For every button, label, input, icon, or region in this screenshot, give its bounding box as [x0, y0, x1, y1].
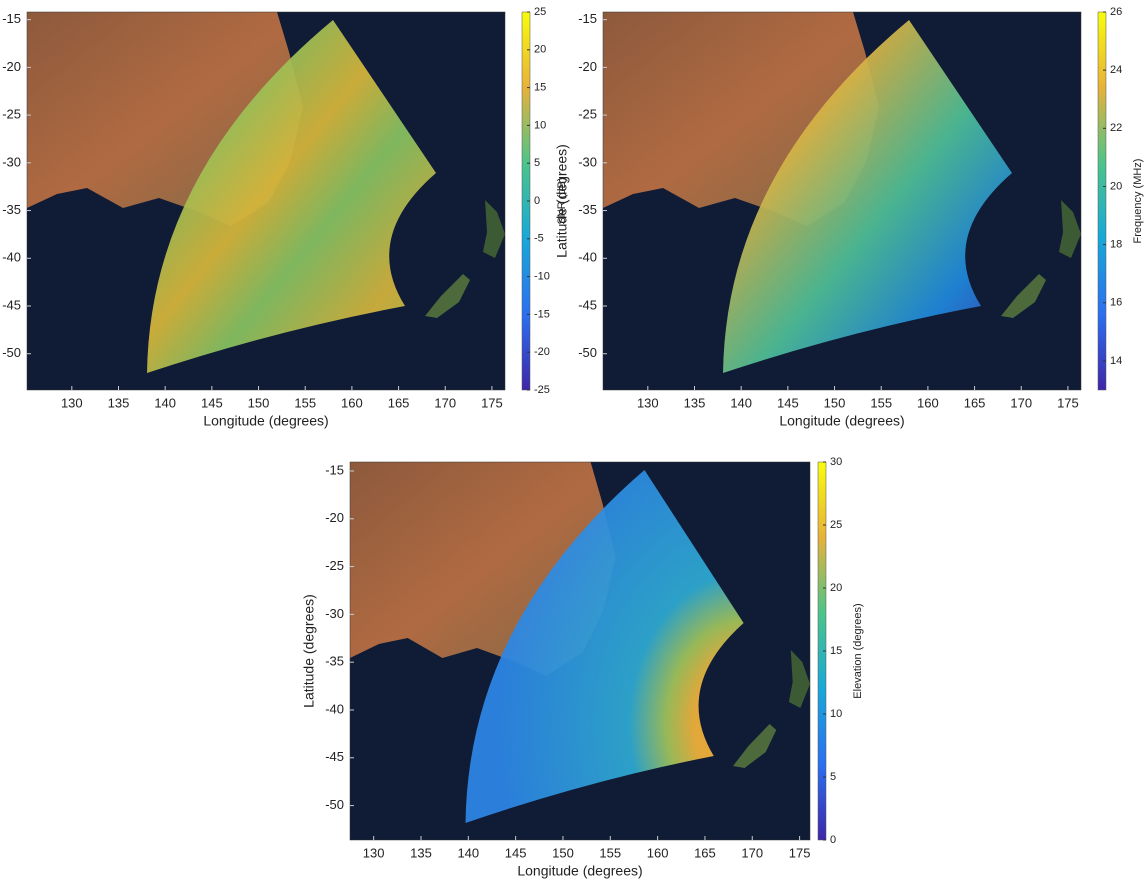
colorbar-tick-label: -10 [534, 271, 550, 283]
colorbar-tick-label: 16 [1110, 297, 1122, 309]
y-tick-label: -25 [2, 107, 21, 122]
colorbar-tick-label: 14 [1110, 355, 1122, 367]
y-tick-label: -30 [578, 154, 597, 169]
colorbar-scale [1098, 12, 1106, 390]
y-tick-label: -15 [578, 11, 597, 26]
colorbar-tick-label: 20 [830, 582, 842, 594]
colorbar-tick-label: 15 [830, 645, 842, 657]
colorbar-tick-label: 30 [830, 456, 842, 468]
x-tick-label: 150 [824, 395, 846, 410]
x-tick-label: 170 [741, 845, 763, 860]
colorbar-tick-label: -5 [534, 233, 544, 245]
x-tick-label: 175 [481, 395, 503, 410]
colorbar-tick-label: 0 [830, 834, 836, 846]
colorbar-label: Elevation (degrees) [852, 603, 864, 698]
colorbar-tick-label: 20 [1110, 180, 1122, 192]
x-tick-label: 175 [1057, 395, 1079, 410]
map-panel: 130 135 140 145 150 155 160 165 170 175 -50 -45 -40 -… [0, 11, 505, 429]
x-tick-label: 165 [694, 845, 716, 860]
colorbar-tick-label: -20 [534, 346, 550, 358]
x-tick-label: 155 [599, 845, 621, 860]
y-tick-label: -50 [2, 345, 21, 360]
x-tick-label: 130 [363, 845, 385, 860]
colorbar: 14 16 18 20 22 24 26 Frequency (MHz) [1098, 6, 1144, 390]
x-tick-label: 155 [294, 395, 316, 410]
x-axis-label: Longitude (degrees) [779, 413, 904, 429]
y-tick-label: -30 [325, 606, 344, 621]
y-tick-label: -15 [2, 11, 21, 26]
x-tick-label: 170 [1010, 395, 1032, 410]
x-tick-label: 135 [410, 845, 432, 860]
colorbar-label: Frequency (MHz) [1132, 159, 1144, 244]
x-axis-label: Longitude (degrees) [203, 413, 328, 429]
map-panel: 130 135 140 145 150 155 160 165 170 175 -50 -45 -40 -… [301, 462, 811, 879]
colorbar-tick-label: 26 [1110, 6, 1122, 18]
colorbar-tick-label: 24 [1110, 64, 1122, 76]
colorbar-tick-label: 0 [534, 195, 540, 207]
colorbar-tick-label: 20 [534, 44, 546, 56]
y-axis-label: Latitude (degrees) [301, 594, 317, 708]
x-tick-label: 130 [61, 395, 83, 410]
colorbar-tick-label: 5 [534, 157, 540, 169]
y-tick-label: -40 [578, 250, 597, 265]
colorbar-tick-label: 18 [1110, 239, 1122, 251]
x-tick-label: 170 [434, 395, 456, 410]
y-tick-label: -30 [2, 154, 21, 169]
colorbar-tick-label: -15 [534, 308, 550, 320]
y-tick-label: -35 [325, 654, 344, 669]
x-tick-label: 160 [341, 395, 363, 410]
map-panel: 130 135 140 145 150 155 160 165 170 175 -50 -45 -40 -… [554, 11, 1081, 429]
colorbar-tick-label: 5 [830, 771, 836, 783]
y-tick-label: -40 [325, 701, 344, 716]
x-tick-label: 140 [154, 395, 176, 410]
x-tick-label: 145 [201, 395, 223, 410]
x-tick-label: 165 [388, 395, 410, 410]
x-tick-label: 135 [684, 395, 706, 410]
y-tick-label: -25 [325, 558, 344, 573]
y-tick-label: -50 [578, 345, 597, 360]
y-tick-label: -25 [578, 107, 597, 122]
y-tick-label: -20 [2, 59, 21, 74]
y-tick-label: -20 [325, 510, 344, 525]
x-tick-label: 165 [964, 395, 986, 410]
y-tick-label: -20 [578, 59, 597, 74]
x-tick-label: 140 [730, 395, 752, 410]
colorbar-tick-label: 25 [534, 6, 546, 18]
x-tick-label: 155 [870, 395, 892, 410]
y-tick-label: -15 [325, 462, 344, 477]
y-tick-label: -45 [325, 749, 344, 764]
x-tick-label: 150 [248, 395, 270, 410]
y-tick-label: -40 [2, 250, 21, 265]
y-tick-label: -50 [325, 797, 344, 812]
colorbar-tick-label: 22 [1110, 122, 1122, 134]
y-tick-label: -35 [2, 202, 21, 217]
x-tick-label: 160 [647, 845, 669, 860]
colorbar-tick-label: 10 [830, 708, 842, 720]
x-tick-label: 140 [457, 845, 479, 860]
y-tick-label: -35 [578, 202, 597, 217]
colorbar-tick-label: 25 [830, 519, 842, 531]
x-tick-label: 145 [505, 845, 527, 860]
y-tick-label: -45 [578, 297, 597, 312]
y-axis-label: Latitude (degrees) [554, 144, 570, 258]
y-tick-label: -45 [2, 297, 21, 312]
x-tick-label: 135 [108, 395, 130, 410]
figure: 130135140145150155160165170175-50-45-40-… [0, 0, 1145, 879]
x-tick-label: 175 [789, 845, 811, 860]
x-tick-label: 145 [777, 395, 799, 410]
x-tick-label: 150 [552, 845, 574, 860]
x-tick-label: 130 [637, 395, 659, 410]
x-axis-label: Longitude (degrees) [517, 863, 642, 879]
colorbar: 0 5 10 15 20 25 30 Elevation (degrees) [818, 456, 864, 846]
colorbar-tick-label: 15 [534, 82, 546, 94]
colorbar-tick-label: -25 [534, 384, 550, 396]
x-tick-label: 160 [917, 395, 939, 410]
colorbar-tick-label: 10 [534, 119, 546, 131]
